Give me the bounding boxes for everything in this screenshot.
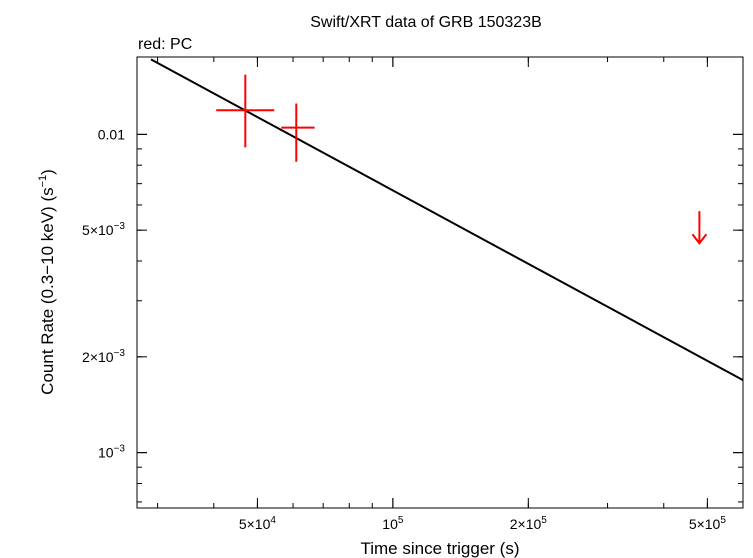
x-axis-label: Time since trigger (s): [360, 539, 519, 558]
x-tick-label-exponent: 5: [541, 515, 547, 526]
chart-subtitle: red: PC: [138, 36, 192, 53]
y-tick-label-exponent: −3: [114, 348, 126, 359]
x-tick-label-exponent: 4: [270, 515, 276, 526]
x-tick-label: 5×105: [689, 515, 727, 532]
x-tick-label: 105: [382, 515, 404, 532]
y-tick-label-exponent: −3: [114, 444, 126, 455]
model-line: [150, 58, 744, 381]
x-tick-label-exponent: 5: [720, 515, 726, 526]
y-tick-label: 2×10−3: [82, 348, 125, 365]
y-axis-label-sup: −1: [37, 175, 49, 188]
y-tick-label: 10−3: [98, 444, 125, 461]
x-tick-label-mantissa: 5×10: [689, 516, 721, 532]
x-tick-label-mantissa: 10: [382, 516, 398, 532]
data-point: [281, 103, 315, 162]
upper-limit-head: [691, 233, 708, 245]
y-tick-label-mantissa: 10: [98, 445, 114, 461]
y-tick-label-mantissa: 5×10: [82, 222, 114, 238]
x-tick-label-mantissa: 2×10: [510, 516, 542, 532]
minor-ticks: [137, 57, 744, 508]
data-points: [216, 74, 708, 245]
y-tick-label-mantissa: 2×10: [82, 349, 114, 365]
y-axis-label-main: Count Rate (0.3−10 keV) (s: [38, 187, 57, 394]
y-tick-label-mantissa: 0.01: [98, 126, 125, 142]
upper-limit-arrow: [691, 211, 708, 245]
data-point: [216, 74, 275, 148]
x-tick-label: 2×105: [510, 515, 548, 532]
y-tick-label: 0.01: [98, 126, 125, 142]
y-tick-label-exponent: −3: [114, 221, 126, 232]
x-tick-label: 5×104: [239, 515, 277, 532]
y-axis-label-end: ): [38, 169, 57, 175]
y-axis-label: Count Rate (0.3−10 keV) (s−1): [37, 169, 57, 395]
x-tick-label-mantissa: 5×10: [239, 516, 271, 532]
y-tick-label: 5×10−3: [82, 221, 125, 238]
x-tick-label-exponent: 5: [398, 515, 404, 526]
plot-frame: [136, 56, 744, 509]
chart-title: Swift/XRT data of GRB 150323B: [310, 14, 542, 31]
model-fit-line: [150, 58, 744, 381]
major-ticks: [137, 57, 743, 508]
